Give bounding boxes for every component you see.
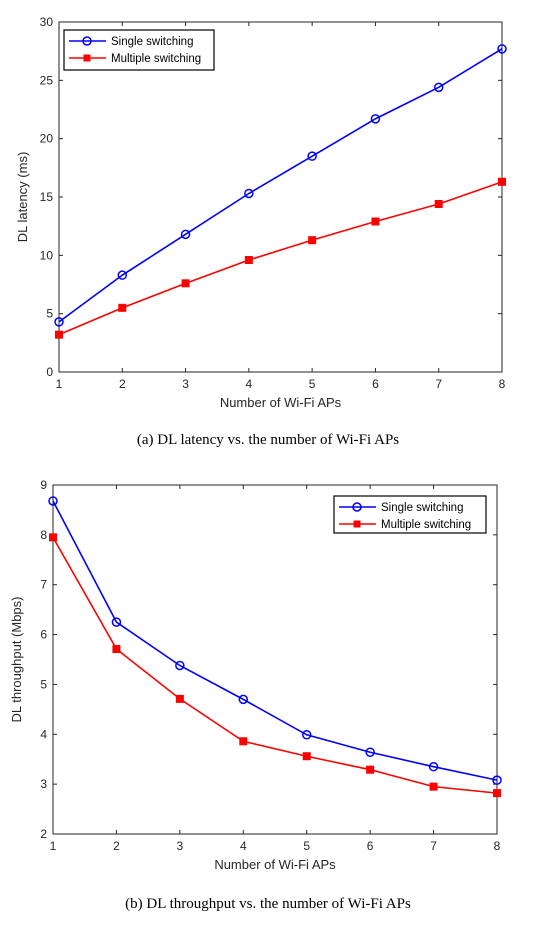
figure-caption: (b) DL throughput vs. the number of Wi-F… bbox=[125, 896, 411, 912]
legend-label: Multiple switching bbox=[381, 519, 471, 531]
plot-area bbox=[58, 21, 503, 373]
y-tick-label: 10 bbox=[40, 248, 54, 262]
x-tick-label: 6 bbox=[367, 839, 374, 853]
data-point-multiple bbox=[493, 789, 501, 798]
data-point-single bbox=[497, 44, 507, 54]
x-tick-label: 3 bbox=[177, 839, 184, 853]
y-tick-label: 5 bbox=[40, 677, 47, 691]
data-point-single bbox=[370, 114, 381, 124]
series-line-1 bbox=[58, 48, 503, 323]
data-point-single bbox=[244, 188, 254, 199]
x-tick-label: 2 bbox=[119, 377, 126, 391]
plot-area bbox=[52, 484, 498, 835]
data-point-multiple bbox=[112, 645, 121, 654]
data-point-single bbox=[175, 660, 185, 671]
y-tick-label: 8 bbox=[40, 528, 47, 542]
y-tick-label: 7 bbox=[40, 578, 47, 592]
chart-latency: 1 2 3 4 5 6 7 8 0 5 10 15 20 25 30 Number of Wi-Fi APs D… bbox=[15, 15, 507, 448]
x-tick-label: 5 bbox=[303, 839, 310, 853]
y-tick-label: 30 bbox=[40, 15, 54, 29]
y-tick-label: 5 bbox=[46, 307, 53, 321]
data-point-single bbox=[433, 82, 444, 93]
data-point-multiple bbox=[302, 752, 311, 761]
series-line-2 bbox=[52, 536, 498, 794]
data-point-multiple bbox=[55, 330, 63, 339]
y-tick-label: 4 bbox=[40, 727, 47, 741]
x-tick-label: 5 bbox=[309, 377, 316, 391]
series-line-1 bbox=[52, 500, 498, 781]
y-tick-label: 3 bbox=[40, 777, 47, 791]
data-point-single bbox=[428, 761, 439, 772]
legend-marker-circle bbox=[352, 502, 362, 512]
legend-label: Multiple switching bbox=[111, 53, 201, 65]
x-axis-label: Number of Wi-Fi APs bbox=[214, 857, 336, 872]
data-point-single bbox=[117, 270, 128, 280]
data-point-multiple bbox=[498, 177, 506, 186]
data-point-multiple bbox=[308, 236, 317, 245]
data-point-multiple bbox=[239, 737, 248, 746]
x-tick-label: 7 bbox=[435, 377, 442, 391]
data-point-multiple bbox=[118, 303, 127, 312]
data-point-multiple bbox=[244, 256, 253, 264]
data-point-single bbox=[365, 747, 375, 757]
y-tick-label: 2 bbox=[40, 827, 47, 841]
legend-label: Single switching bbox=[381, 502, 463, 514]
data-point-multiple bbox=[371, 217, 380, 226]
x-tick-label: 1 bbox=[56, 377, 63, 391]
y-axis-label: DL throughput (Mbps) bbox=[9, 597, 24, 723]
data-point-multiple bbox=[429, 782, 438, 791]
x-tick-label: 6 bbox=[372, 377, 379, 391]
data-point-single bbox=[111, 617, 122, 627]
data-point-multiple bbox=[181, 279, 190, 288]
figure-caption: (a) DL latency vs. the number of Wi-Fi A… bbox=[137, 432, 399, 448]
x-axis-label: Number of Wi-Fi APs bbox=[220, 395, 342, 410]
x-tick-label: 8 bbox=[499, 377, 506, 391]
data-point-single bbox=[54, 317, 64, 327]
legend-label: Single switching bbox=[111, 36, 193, 48]
y-tick-label: 15 bbox=[40, 190, 54, 204]
legend-marker-square bbox=[83, 54, 91, 62]
data-point-multiple bbox=[366, 765, 375, 774]
data-point-single bbox=[492, 775, 502, 785]
data-point-multiple bbox=[49, 533, 57, 542]
data-point-single bbox=[180, 229, 191, 240]
y-axis-label: DL latency (ms) bbox=[15, 152, 30, 243]
data-point-single bbox=[238, 694, 249, 705]
y-tick-label: 0 bbox=[46, 365, 53, 379]
x-tick-label: 4 bbox=[246, 377, 253, 391]
x-tick-label: 8 bbox=[494, 839, 501, 853]
y-tick-label: 20 bbox=[40, 132, 54, 146]
x-tick-label: 3 bbox=[182, 377, 189, 391]
data-point-multiple bbox=[434, 200, 443, 208]
x-tick-label: 1 bbox=[50, 839, 57, 853]
y-tick-label: 9 bbox=[40, 478, 47, 492]
data-point-single bbox=[307, 151, 317, 161]
y-tick-label: 25 bbox=[40, 73, 54, 87]
series-line-2 bbox=[58, 181, 503, 336]
data-point-multiple bbox=[175, 694, 184, 703]
legend-box bbox=[63, 29, 215, 71]
data-point-single bbox=[48, 496, 58, 506]
data-point-single bbox=[301, 730, 312, 740]
legend-marker-square bbox=[353, 520, 361, 528]
x-tick-label: 2 bbox=[113, 839, 120, 853]
x-tick-label: 4 bbox=[240, 839, 247, 853]
legend-marker-circle bbox=[82, 36, 92, 46]
x-tick-label: 7 bbox=[430, 839, 437, 853]
y-tick-label: 6 bbox=[40, 628, 47, 642]
